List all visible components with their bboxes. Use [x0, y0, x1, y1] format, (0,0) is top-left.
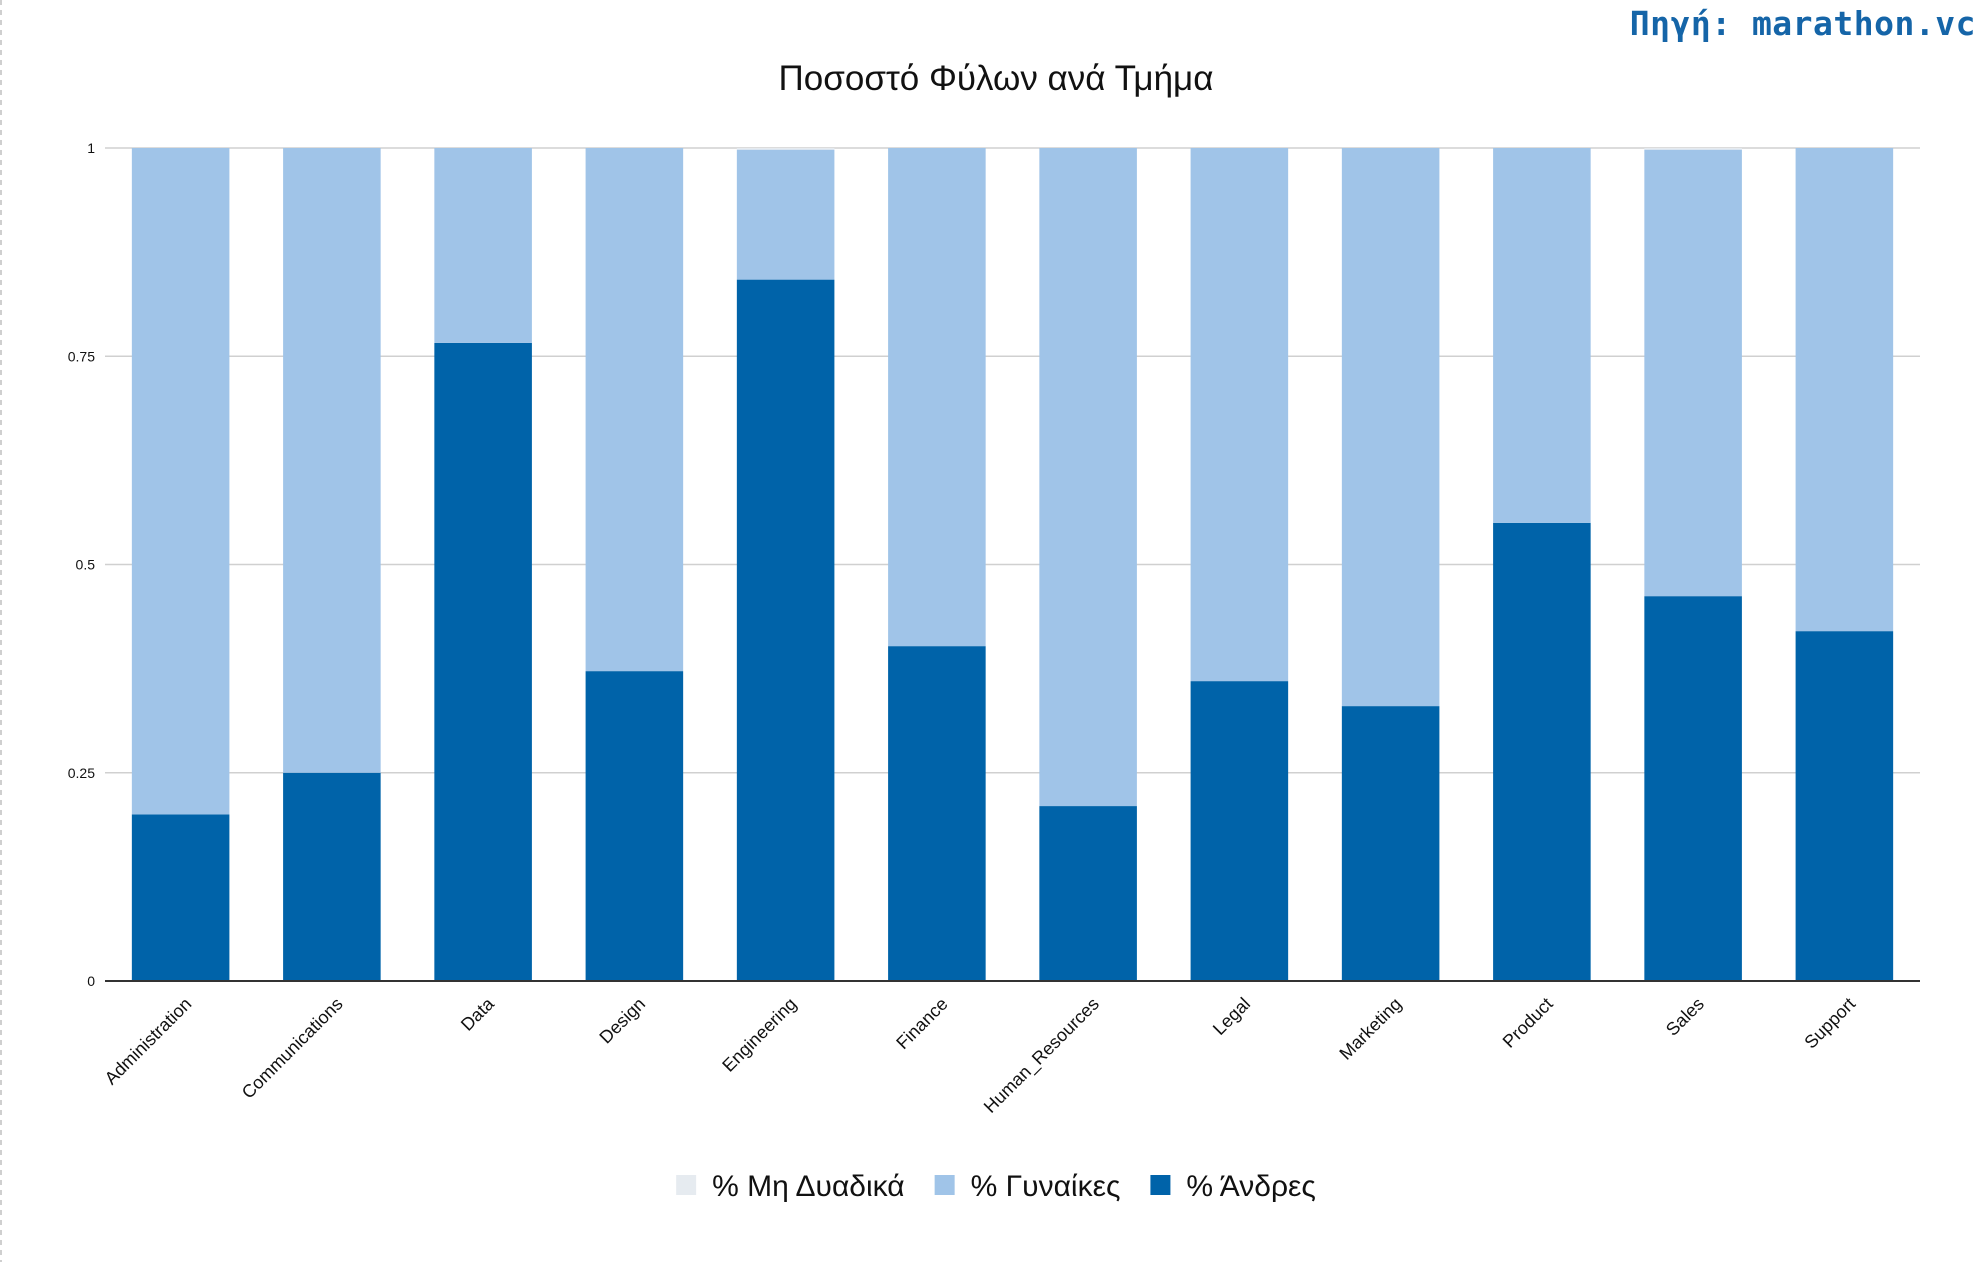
bar-segment — [1644, 149, 1742, 597]
bar-segment — [434, 148, 532, 343]
bar-segment — [131, 814, 230, 981]
x-tick-label: Human_Resources — [980, 994, 1104, 1118]
legend-label: % Μη Δυαδικά — [712, 1170, 905, 1203]
bar-segment — [434, 342, 532, 981]
source-label: Πηγή: marathon.vc — [1629, 4, 1976, 43]
bar-segment — [888, 646, 986, 981]
x-tick-label: Finance — [892, 994, 951, 1053]
bar-segment — [585, 148, 684, 672]
bar-segment — [1341, 706, 1440, 981]
bar-segment — [1493, 522, 1591, 981]
legend-swatch — [934, 1175, 955, 1195]
y-tick-label: 0 — [87, 973, 95, 989]
bars — [131, 148, 1894, 981]
x-tick-label: Design — [595, 994, 649, 1048]
legend-swatch — [676, 1175, 697, 1195]
y-tick-label: 0.5 — [76, 557, 96, 573]
bar-segment — [1190, 148, 1289, 682]
legend-label: % Άνδρες — [1186, 1170, 1315, 1203]
x-tick-label: Engineering — [718, 994, 800, 1076]
x-tick-label: Communications — [238, 994, 347, 1103]
x-tick-label: Product — [1499, 994, 1557, 1052]
bar-segment — [1795, 148, 1894, 632]
y-tick-label: 0.75 — [68, 348, 95, 364]
bar-segment — [283, 772, 381, 981]
page-left-edge — [0, 0, 2, 1262]
gridlines — [105, 147, 1920, 774]
bar-segment — [1644, 596, 1742, 981]
legend: % Μη Δυαδικά % Γυναίκες % Άνδρες — [676, 1170, 1316, 1203]
y-tick-label: 0.25 — [68, 765, 95, 781]
bar-segment — [1795, 631, 1894, 981]
bar-segment — [1039, 148, 1137, 807]
x-tick-label: Administration — [101, 994, 196, 1089]
x-tick-label: Support — [1800, 994, 1859, 1053]
y-tick-label: 1 — [87, 140, 95, 156]
bar-segment — [1190, 681, 1289, 981]
x-tick-label: Sales — [1662, 994, 1708, 1040]
bar-segment — [888, 148, 986, 647]
x-tick-label: Legal — [1209, 994, 1254, 1039]
bar-segment — [585, 671, 684, 981]
bar-segment — [736, 148, 835, 150]
chart-title: Ποσοστό Φύλων ανά Τμήμα — [779, 59, 1214, 98]
bar-segment — [736, 149, 835, 280]
bar-segment — [1341, 148, 1440, 707]
x-tick-label: Marketing — [1335, 994, 1405, 1064]
bar-segment — [736, 279, 835, 981]
legend-swatch — [1150, 1175, 1171, 1195]
bar-segment — [283, 148, 381, 773]
bar-segment — [131, 148, 230, 815]
bar-segment — [1644, 148, 1742, 150]
x-tick-label: Data — [457, 993, 499, 1035]
legend-label: % Γυναίκες — [971, 1170, 1121, 1203]
bar-segment — [1039, 806, 1137, 981]
bar-segment — [1493, 148, 1591, 523]
